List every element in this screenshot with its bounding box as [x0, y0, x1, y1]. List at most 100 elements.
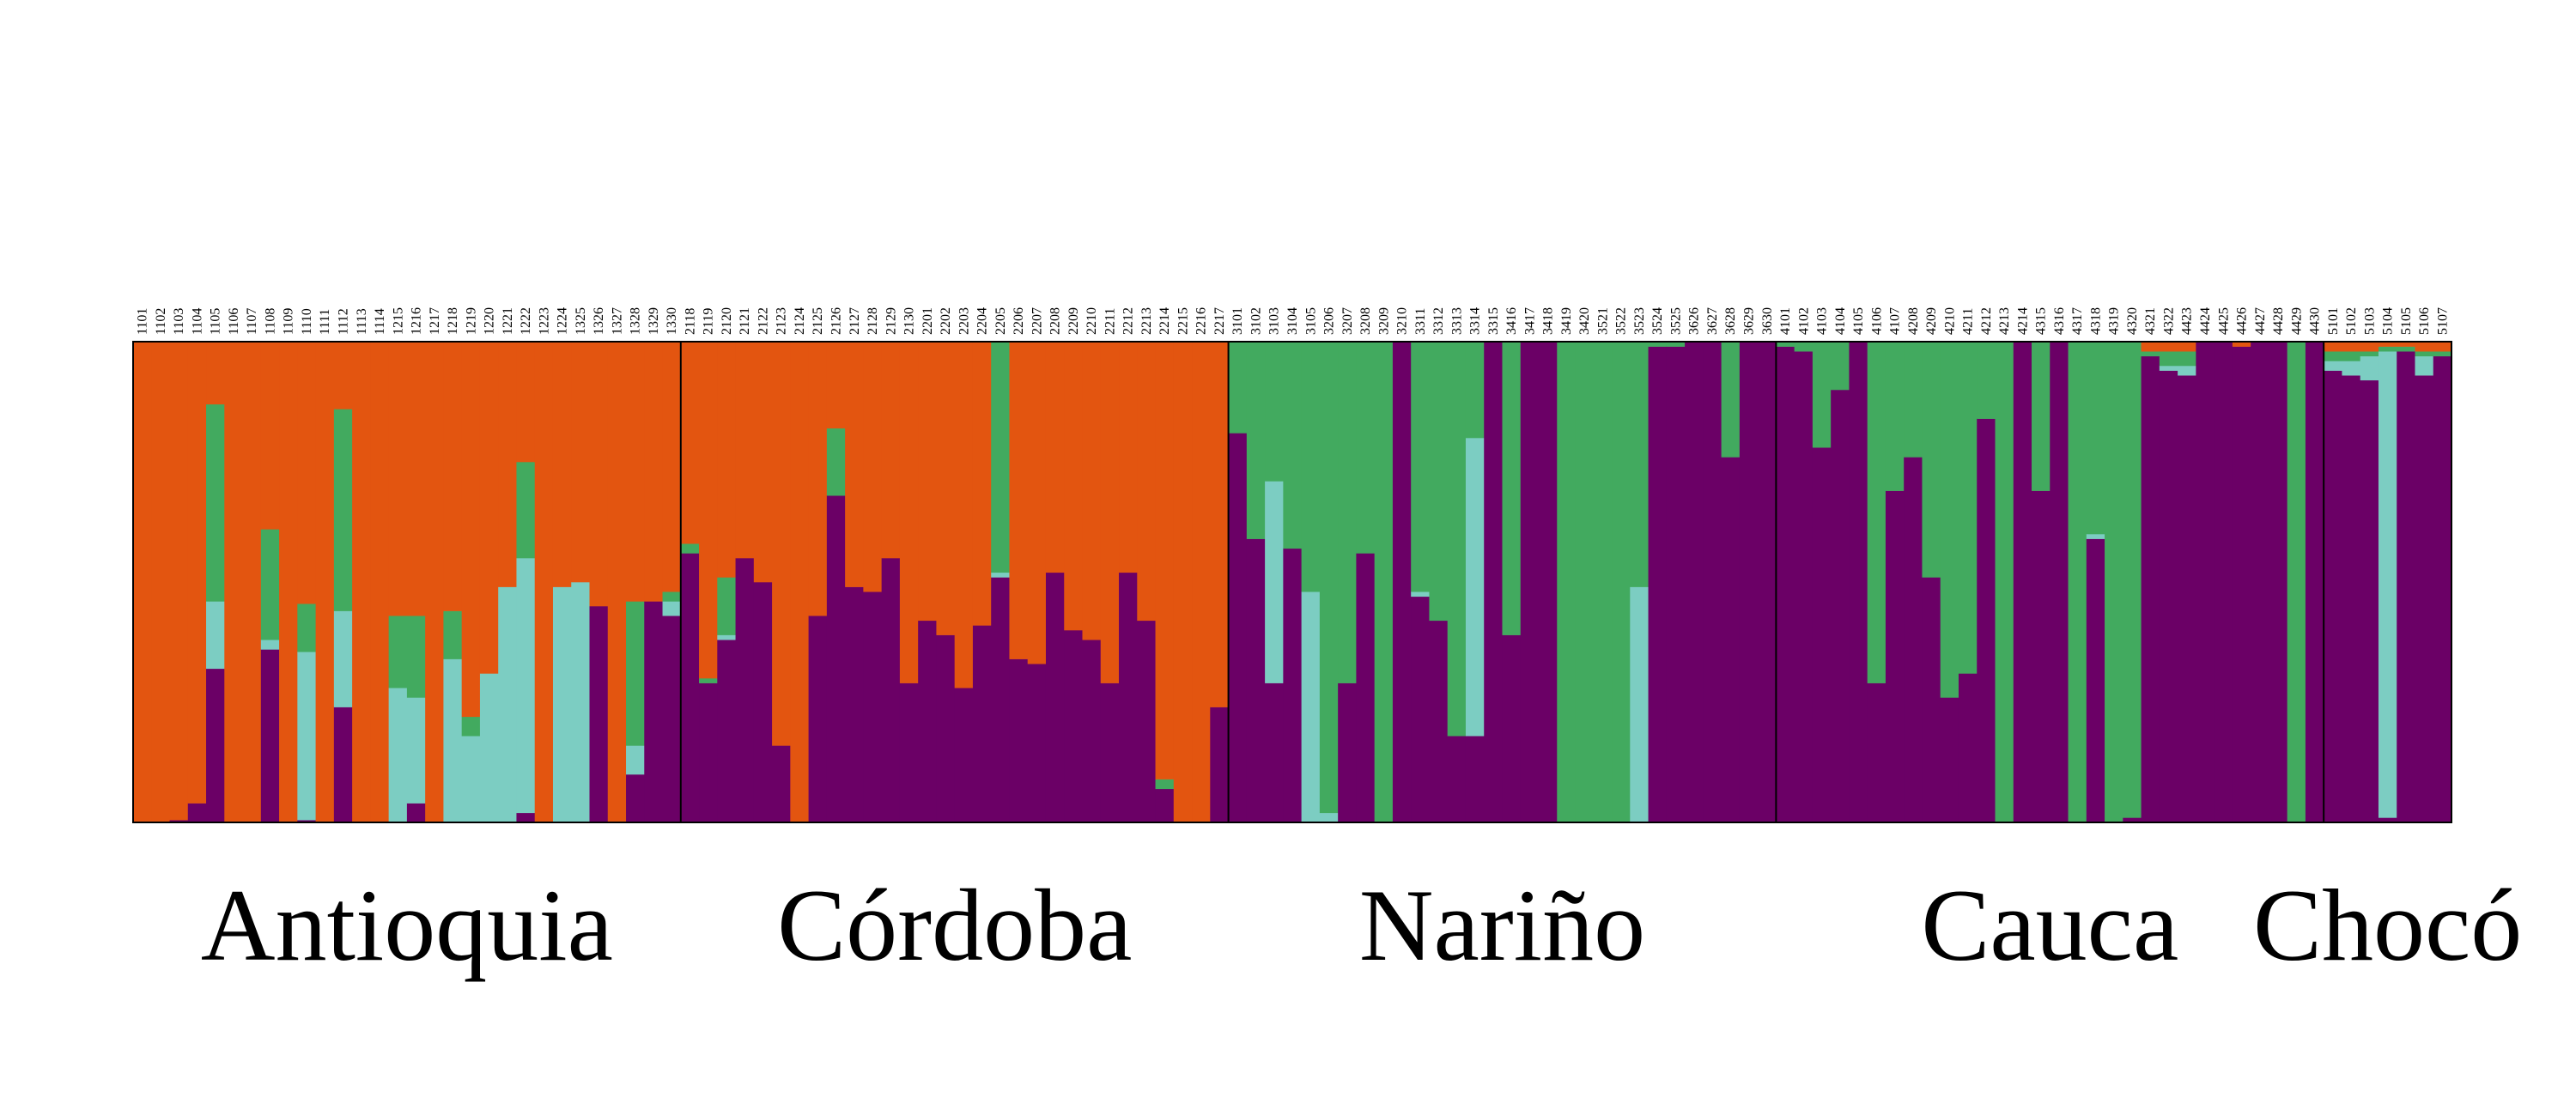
bar-segment: [571, 582, 591, 823]
bar-segment: [169, 820, 189, 823]
bar-segment: [607, 342, 627, 823]
bar-segment: [1447, 342, 1467, 737]
bar-segment: [1374, 342, 1394, 823]
bar-segment: [2178, 375, 2196, 823]
bar-segment: [388, 342, 408, 616]
group-label: Córdoba: [777, 868, 1132, 982]
bar-segment: [133, 342, 152, 823]
tick-label: 1114: [373, 308, 387, 335]
bar-segment: [224, 342, 244, 823]
tick-label: 2127: [848, 307, 862, 335]
bar-segment: [2342, 351, 2361, 361]
individual-tick-labels: 1101 1102 1103 1104 1105 1106 1107 1108 1109 1110…: [136, 307, 2451, 335]
bar-segment: [1977, 342, 1996, 419]
tick-label: 5106: [2417, 307, 2432, 335]
tick-label: 4425: [2216, 307, 2231, 335]
bar-segment: [626, 601, 645, 746]
tick-label: 3419: [1559, 307, 1574, 335]
bar-segment: [1447, 736, 1467, 823]
bar-segment: [2415, 342, 2434, 352]
tick-label: 2212: [1121, 307, 1136, 335]
tick-label: 4214: [2015, 307, 2030, 335]
tick-label: 2210: [1084, 307, 1099, 335]
tick-label: 3626: [1687, 307, 1702, 335]
bar-segment: [1630, 586, 1649, 823]
tick-label: 2207: [1030, 307, 1044, 335]
tick-label: 4429: [2289, 307, 2304, 335]
bar-segment: [1776, 346, 1795, 823]
tick-label: 2123: [775, 307, 789, 335]
bar-segment: [1137, 620, 1157, 823]
tick-label: 1216: [410, 307, 424, 335]
tick-label: 1218: [446, 307, 460, 335]
tick-label: 3210: [1395, 307, 1410, 335]
bar-segment: [260, 640, 280, 650]
tick-label: 3104: [1285, 307, 1300, 335]
bar-segment: [206, 601, 225, 670]
tick-label: 2217: [1212, 307, 1227, 335]
bar-segment: [2123, 342, 2142, 818]
tick-label: 1224: [556, 307, 570, 335]
bar-segment: [1228, 433, 1248, 823]
bar-segment: [2433, 342, 2452, 352]
bar-segment: [1356, 342, 1376, 554]
group-label: Chocó: [2253, 868, 2522, 982]
bar-segment: [1119, 572, 1138, 823]
bar-segment: [826, 495, 846, 823]
bar-segment: [2397, 346, 2416, 352]
tick-label: 4316: [2052, 307, 2067, 335]
bar-segment: [1429, 620, 1449, 823]
bar-segment: [1392, 342, 1412, 823]
bar-segment: [206, 403, 225, 602]
bar-segment: [2287, 342, 2306, 823]
bar-segment: [352, 342, 371, 823]
bar-segment: [2305, 342, 2324, 823]
bar-segment: [443, 658, 463, 823]
bar-segment: [297, 652, 317, 821]
tick-label: 4208: [1906, 307, 1921, 335]
tick-label: 2208: [1048, 307, 1063, 335]
tick-label: 5105: [2399, 307, 2414, 335]
tick-label: 3209: [1376, 307, 1391, 335]
bar-segment: [1484, 342, 1504, 823]
bar-segment: [2086, 534, 2105, 539]
tick-label: 2204: [975, 307, 990, 335]
bar-segment: [1557, 342, 1577, 823]
bar-segment: [406, 697, 426, 804]
bar-segment: [498, 586, 518, 823]
bar-segment: [1465, 342, 1485, 439]
bar-segment: [461, 736, 481, 823]
bar-segment: [735, 342, 755, 559]
bar-segment: [680, 342, 700, 544]
bar-segment: [1831, 390, 1850, 823]
tick-label: 1113: [355, 308, 369, 335]
bar-segment: [2214, 342, 2233, 823]
bar-segment: [297, 820, 317, 823]
bar-segment: [333, 342, 353, 409]
tick-label: 1107: [245, 308, 259, 335]
bar-segment: [1758, 342, 1777, 823]
tick-label: 4101: [1778, 307, 1793, 335]
bar-segment: [516, 342, 536, 463]
bar-segment: [1338, 342, 1358, 683]
tick-label: 3525: [1668, 307, 1683, 335]
bar-segment: [936, 634, 956, 823]
bar-segment: [991, 572, 1011, 578]
tick-label: 2119: [702, 308, 716, 335]
tick-label: 3314: [1468, 307, 1483, 335]
bar-segment: [1904, 457, 1923, 823]
bar-segment: [1082, 640, 1102, 823]
bar-segment: [571, 342, 591, 583]
bar-segment: [772, 342, 791, 746]
bar-segment: [2269, 342, 2288, 823]
bar-segment: [1812, 342, 1832, 448]
bar-segment: [1283, 548, 1303, 823]
bar-segment: [2013, 342, 2032, 823]
tick-label: 5107: [2435, 307, 2450, 335]
tick-label: 4320: [2125, 307, 2140, 335]
bar-segment: [1100, 682, 1120, 823]
bar-segment: [187, 342, 207, 804]
bar-segment: [1593, 342, 1613, 823]
tick-label: 3524: [1650, 307, 1665, 335]
bar-segment: [388, 616, 408, 688]
